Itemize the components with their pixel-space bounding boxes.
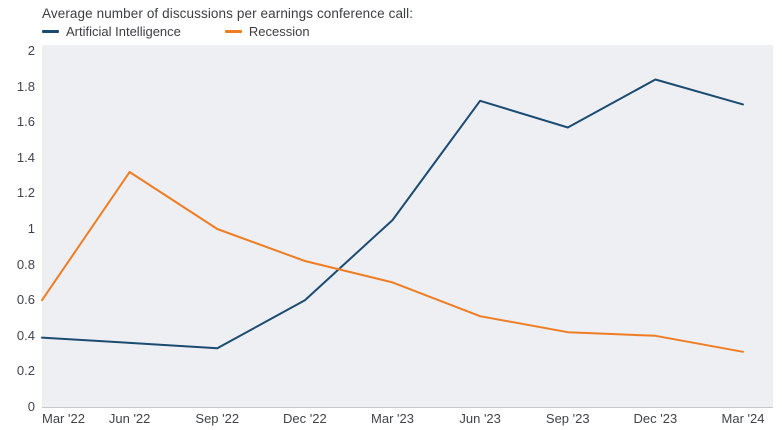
x-tick-label: Mar '22 bbox=[42, 411, 85, 426]
x-tick-label: Dec '23 bbox=[633, 411, 678, 426]
y-tick-label: 0.8 bbox=[16, 256, 35, 272]
legend-item-recession: Recession bbox=[224, 24, 310, 39]
x-tick-label: Sep '23 bbox=[545, 411, 590, 426]
chart-title: Average number of discussions per earnin… bbox=[42, 6, 414, 21]
x-tick-label: Mar '23 bbox=[371, 411, 414, 426]
legend-item-artificial-intelligence: Artificial Intelligence bbox=[42, 24, 181, 39]
y-tick-label: 1.4 bbox=[16, 149, 35, 165]
plot-background bbox=[42, 45, 773, 407]
x-tick-label: Sep '22 bbox=[195, 411, 240, 426]
x-tick-label: Jun '22 bbox=[108, 411, 151, 426]
line-artificial-intelligence bbox=[41, 78, 744, 350]
y-tick-label: 1.2 bbox=[16, 185, 35, 201]
y-tick-label: 1.8 bbox=[16, 78, 35, 94]
y-tick-label: 1.6 bbox=[16, 114, 35, 130]
y-tick-label: 0.4 bbox=[16, 327, 35, 343]
legend-label-artificial-intelligence: Artificial Intelligence bbox=[66, 24, 181, 39]
legend-line-marker-recession bbox=[224, 30, 242, 33]
x-tick-label: Mar '24 bbox=[721, 411, 765, 426]
y-tick-label: 0.6 bbox=[16, 292, 35, 308]
x-tick-label: Dec '22 bbox=[283, 411, 327, 426]
legend-label-recession: Recession bbox=[248, 24, 310, 39]
legend: Artificial Intelligence Recession bbox=[42, 24, 310, 39]
y-tick-label: 2 bbox=[27, 43, 35, 58]
legend-line-marker-ai bbox=[42, 30, 59, 33]
y-tick-label: 0.2 bbox=[16, 363, 35, 379]
y-tick-label: 0 bbox=[27, 399, 35, 414]
line-recession bbox=[41, 171, 744, 353]
x-tick-label: Jun '23 bbox=[459, 411, 501, 426]
y-tick-label: 1 bbox=[27, 221, 35, 236]
